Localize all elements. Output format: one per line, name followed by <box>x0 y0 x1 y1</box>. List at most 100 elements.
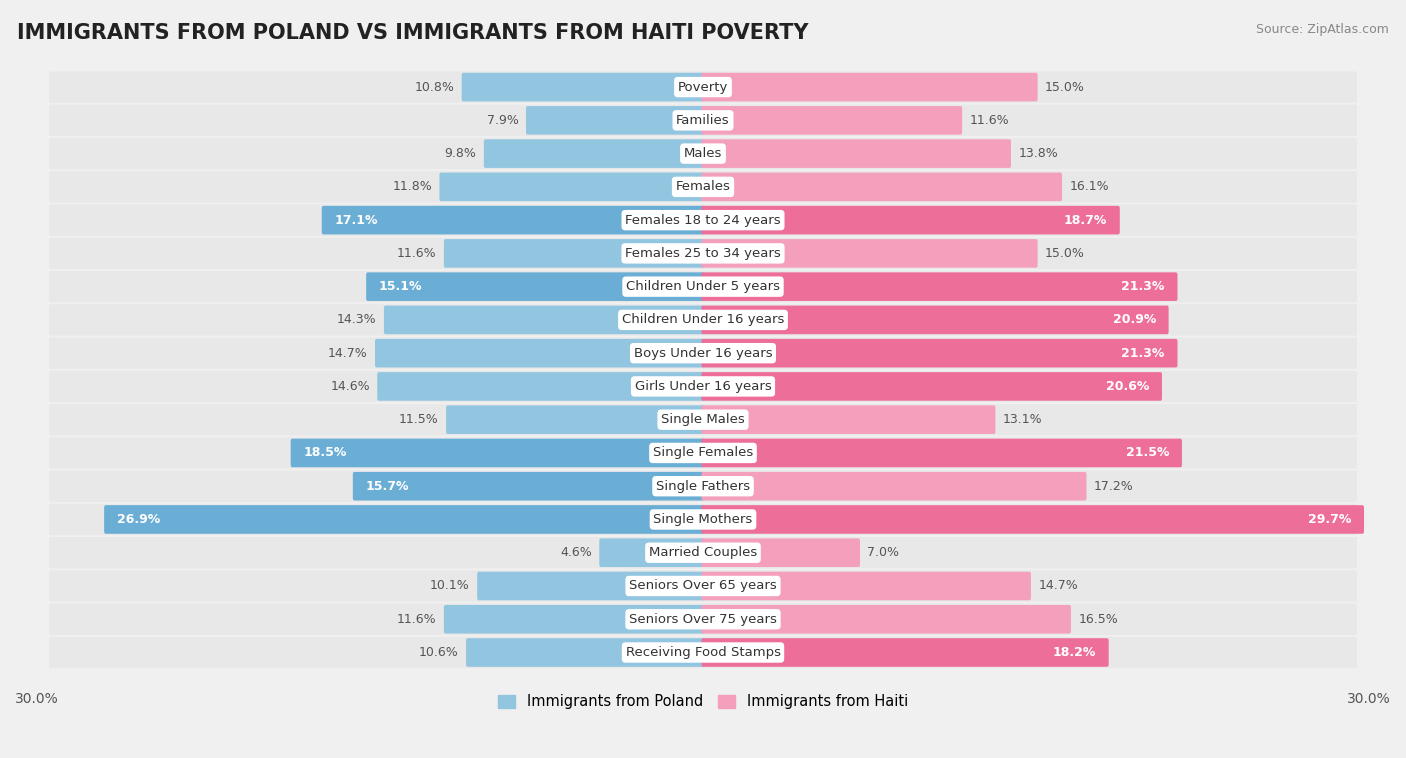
Text: 14.3%: 14.3% <box>337 313 377 327</box>
FancyBboxPatch shape <box>49 304 1357 336</box>
FancyBboxPatch shape <box>702 605 1071 634</box>
FancyBboxPatch shape <box>702 372 1161 401</box>
Text: 14.7%: 14.7% <box>328 346 368 359</box>
FancyBboxPatch shape <box>49 337 1357 369</box>
Text: 10.6%: 10.6% <box>419 646 458 659</box>
FancyBboxPatch shape <box>49 371 1357 402</box>
Text: Girls Under 16 years: Girls Under 16 years <box>634 380 772 393</box>
Text: 15.0%: 15.0% <box>1045 80 1085 93</box>
Text: 16.5%: 16.5% <box>1078 612 1118 626</box>
Text: Children Under 5 years: Children Under 5 years <box>626 280 780 293</box>
FancyBboxPatch shape <box>526 106 704 135</box>
Text: 20.9%: 20.9% <box>1112 313 1156 327</box>
FancyBboxPatch shape <box>702 339 1177 368</box>
Text: Families: Families <box>676 114 730 127</box>
FancyBboxPatch shape <box>49 637 1357 668</box>
FancyBboxPatch shape <box>702 538 860 567</box>
Text: 21.3%: 21.3% <box>1122 346 1164 359</box>
Text: Single Mothers: Single Mothers <box>654 513 752 526</box>
Text: Single Females: Single Females <box>652 446 754 459</box>
Text: 11.6%: 11.6% <box>970 114 1010 127</box>
Text: 21.5%: 21.5% <box>1126 446 1170 459</box>
FancyBboxPatch shape <box>104 505 704 534</box>
FancyBboxPatch shape <box>49 570 1357 602</box>
FancyBboxPatch shape <box>49 504 1357 535</box>
Text: 11.8%: 11.8% <box>392 180 432 193</box>
Text: 11.6%: 11.6% <box>396 247 436 260</box>
FancyBboxPatch shape <box>444 605 704 634</box>
FancyBboxPatch shape <box>702 572 1031 600</box>
Text: Females 25 to 34 years: Females 25 to 34 years <box>626 247 780 260</box>
Text: 18.7%: 18.7% <box>1064 214 1107 227</box>
FancyBboxPatch shape <box>465 638 704 667</box>
Text: 17.1%: 17.1% <box>335 214 378 227</box>
Text: Females 18 to 24 years: Females 18 to 24 years <box>626 214 780 227</box>
FancyBboxPatch shape <box>366 272 704 301</box>
FancyBboxPatch shape <box>702 173 1062 201</box>
FancyBboxPatch shape <box>702 73 1038 102</box>
FancyBboxPatch shape <box>375 339 704 368</box>
Text: 7.9%: 7.9% <box>486 114 519 127</box>
FancyBboxPatch shape <box>49 603 1357 635</box>
FancyBboxPatch shape <box>702 239 1038 268</box>
FancyBboxPatch shape <box>440 173 704 201</box>
Text: Married Couples: Married Couples <box>650 547 756 559</box>
Text: 9.8%: 9.8% <box>444 147 477 160</box>
FancyBboxPatch shape <box>702 106 962 135</box>
Text: 14.7%: 14.7% <box>1038 579 1078 593</box>
FancyBboxPatch shape <box>49 404 1357 435</box>
FancyBboxPatch shape <box>702 139 1011 168</box>
FancyBboxPatch shape <box>444 239 704 268</box>
FancyBboxPatch shape <box>49 471 1357 502</box>
Text: Receiving Food Stamps: Receiving Food Stamps <box>626 646 780 659</box>
Text: Boys Under 16 years: Boys Under 16 years <box>634 346 772 359</box>
FancyBboxPatch shape <box>702 638 1109 667</box>
FancyBboxPatch shape <box>477 572 704 600</box>
FancyBboxPatch shape <box>702 505 1364 534</box>
Text: Males: Males <box>683 147 723 160</box>
FancyBboxPatch shape <box>49 238 1357 269</box>
Text: 16.1%: 16.1% <box>1070 180 1109 193</box>
FancyBboxPatch shape <box>702 406 995 434</box>
Text: 21.3%: 21.3% <box>1122 280 1164 293</box>
Text: 17.2%: 17.2% <box>1094 480 1133 493</box>
FancyBboxPatch shape <box>702 272 1177 301</box>
Text: 15.0%: 15.0% <box>1045 247 1085 260</box>
FancyBboxPatch shape <box>49 205 1357 236</box>
FancyBboxPatch shape <box>377 372 704 401</box>
FancyBboxPatch shape <box>49 171 1357 202</box>
Text: 14.6%: 14.6% <box>330 380 370 393</box>
Text: 20.6%: 20.6% <box>1107 380 1149 393</box>
Text: Seniors Over 65 years: Seniors Over 65 years <box>628 579 778 593</box>
FancyBboxPatch shape <box>461 73 704 102</box>
Text: 18.5%: 18.5% <box>304 446 347 459</box>
Text: 15.7%: 15.7% <box>366 480 409 493</box>
Text: 13.1%: 13.1% <box>1002 413 1042 426</box>
Text: IMMIGRANTS FROM POLAND VS IMMIGRANTS FROM HAITI POVERTY: IMMIGRANTS FROM POLAND VS IMMIGRANTS FRO… <box>17 23 808 42</box>
FancyBboxPatch shape <box>49 537 1357 568</box>
FancyBboxPatch shape <box>49 105 1357 136</box>
FancyBboxPatch shape <box>49 271 1357 302</box>
Legend: Immigrants from Poland, Immigrants from Haiti: Immigrants from Poland, Immigrants from … <box>492 688 914 715</box>
FancyBboxPatch shape <box>599 538 704 567</box>
Text: 26.9%: 26.9% <box>117 513 160 526</box>
Text: Single Fathers: Single Fathers <box>657 480 749 493</box>
FancyBboxPatch shape <box>484 139 704 168</box>
Text: 11.6%: 11.6% <box>396 612 436 626</box>
Text: 15.1%: 15.1% <box>378 280 422 293</box>
Text: Source: ZipAtlas.com: Source: ZipAtlas.com <box>1256 23 1389 36</box>
FancyBboxPatch shape <box>702 472 1087 500</box>
Text: Children Under 16 years: Children Under 16 years <box>621 313 785 327</box>
FancyBboxPatch shape <box>702 439 1182 467</box>
Text: 7.0%: 7.0% <box>868 547 900 559</box>
Text: 10.1%: 10.1% <box>430 579 470 593</box>
Text: 13.8%: 13.8% <box>1018 147 1059 160</box>
Text: 10.8%: 10.8% <box>415 80 454 93</box>
Text: 29.7%: 29.7% <box>1308 513 1351 526</box>
FancyBboxPatch shape <box>702 305 1168 334</box>
Text: Seniors Over 75 years: Seniors Over 75 years <box>628 612 778 626</box>
FancyBboxPatch shape <box>49 71 1357 103</box>
FancyBboxPatch shape <box>702 206 1119 234</box>
FancyBboxPatch shape <box>446 406 704 434</box>
Text: 11.5%: 11.5% <box>399 413 439 426</box>
